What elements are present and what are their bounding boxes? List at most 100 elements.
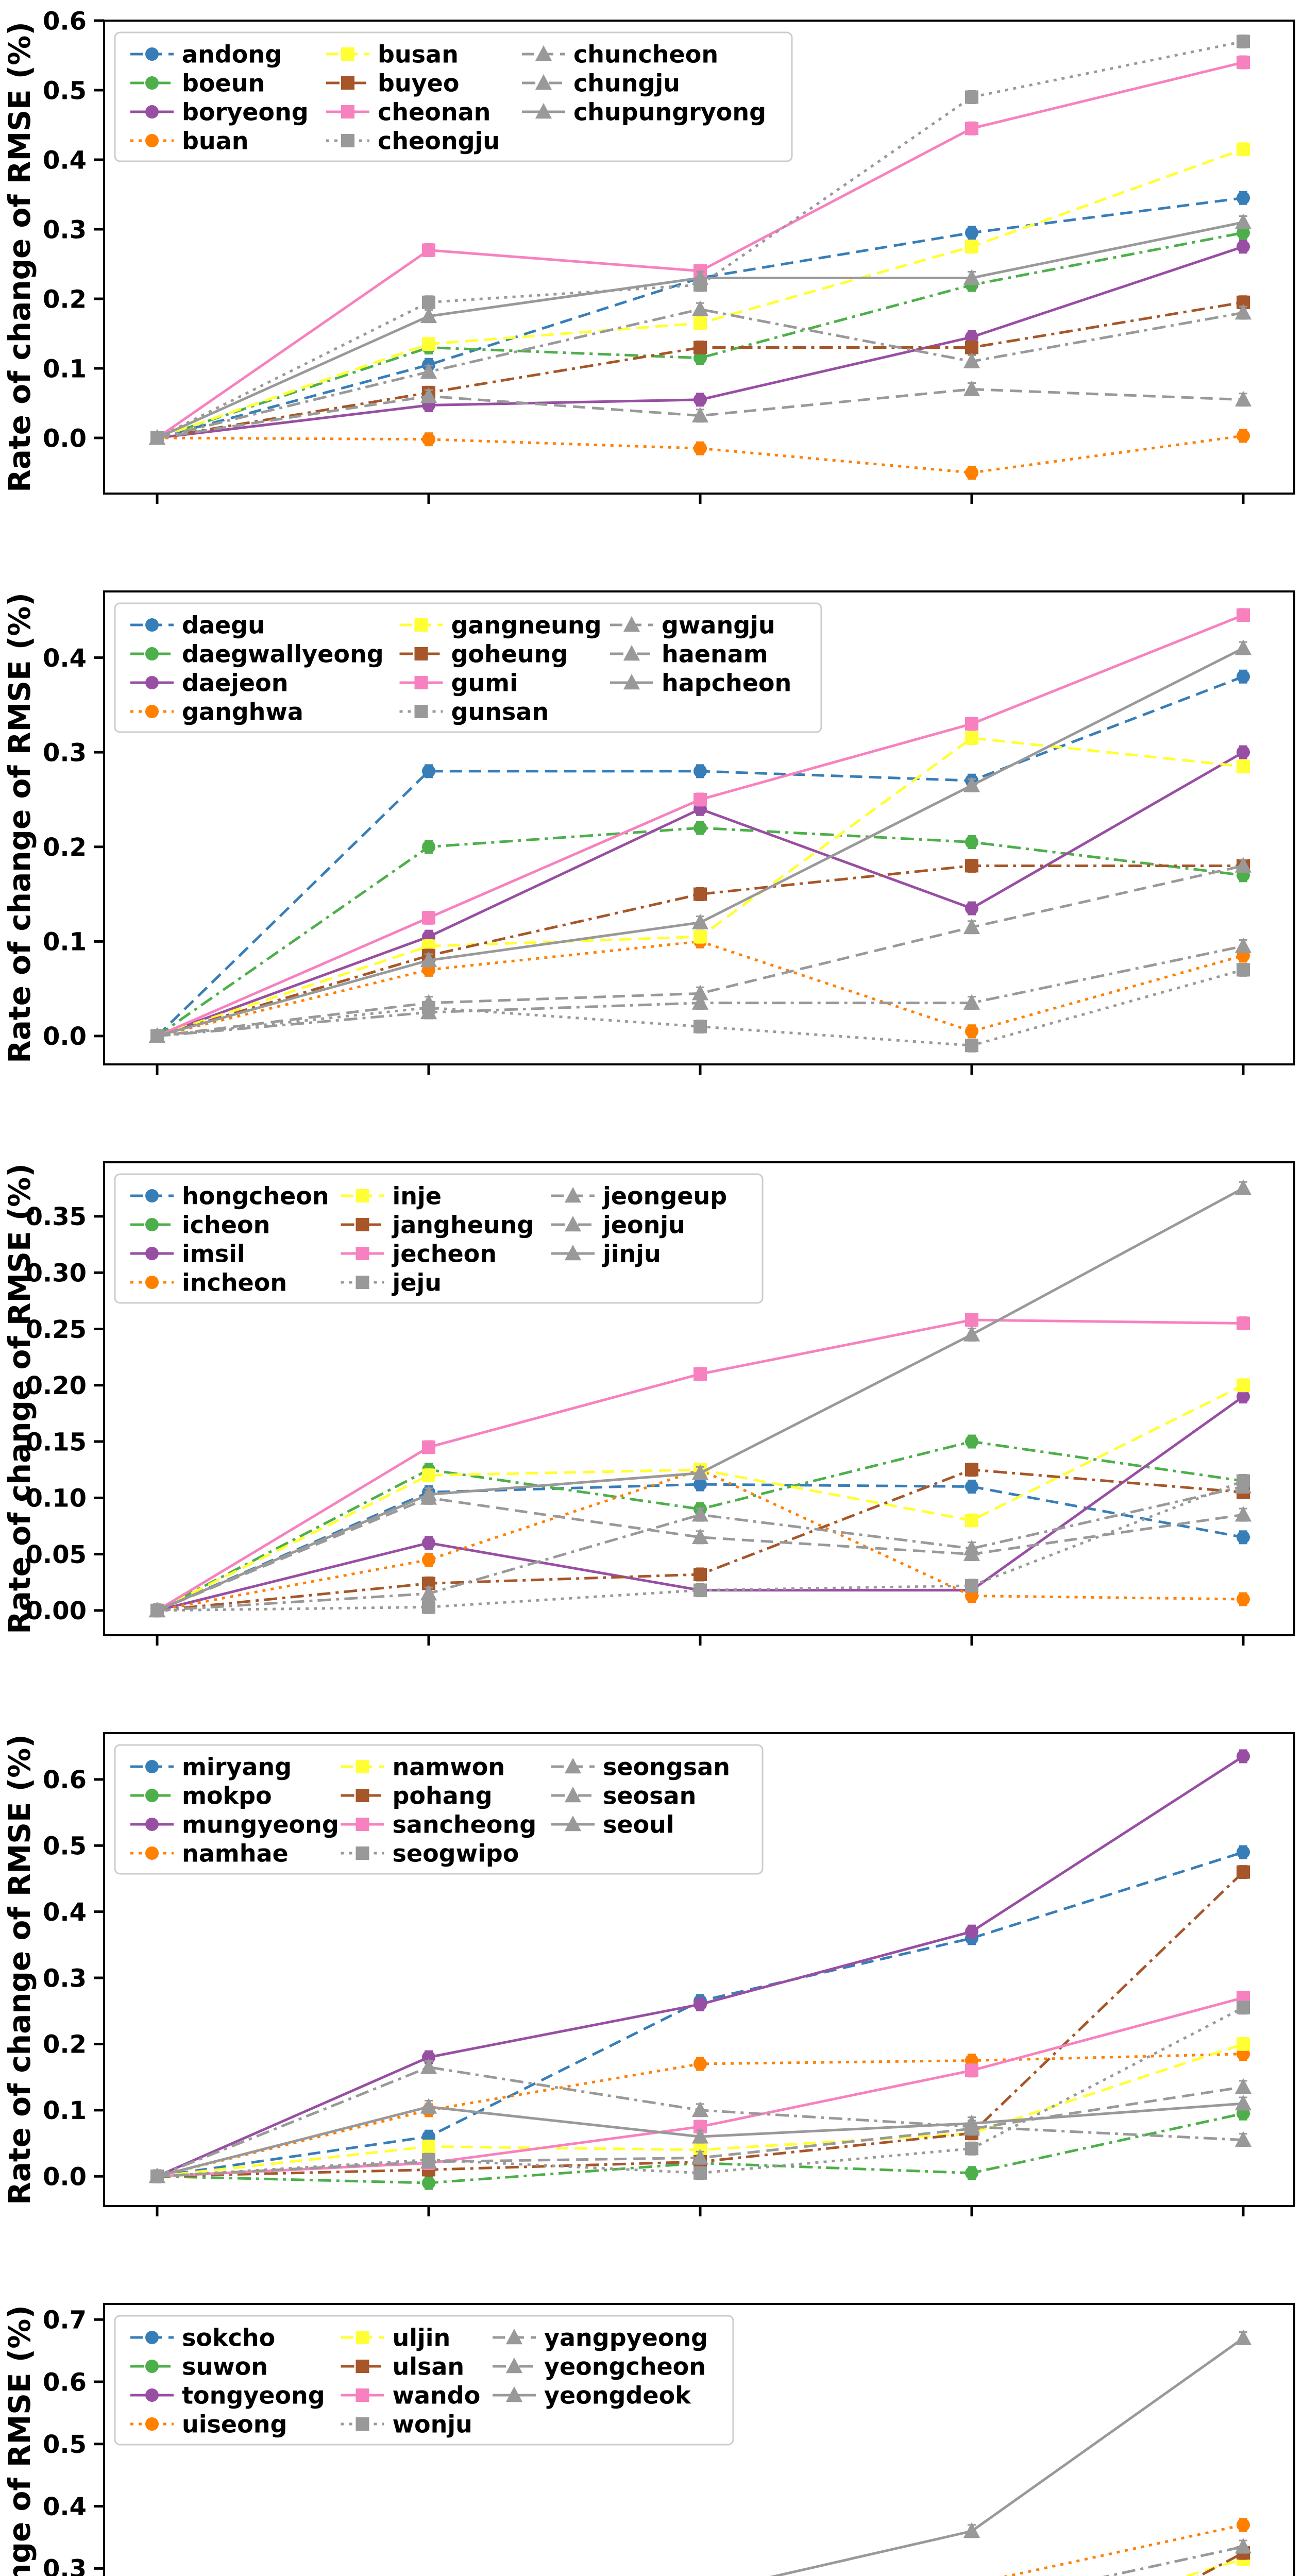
series-line-uiseong [1002,2523,1244,2576]
data-point-haenam [420,1004,437,1020]
data-point-jeonju [963,1539,980,1555]
data-point-seogwipo [965,2142,978,2156]
data-point-busan [422,337,435,351]
data-point-gumi [965,717,978,731]
data-point-daegwallyeong [965,835,978,849]
data-point-goheung [965,859,978,873]
legend-label-namwon: namwon [393,1753,505,1781]
data-point-jecheon [1237,1316,1250,1330]
data-point-chupungryong [148,429,166,445]
data-point-miryang [1237,1845,1250,1859]
data-point-hapcheon [148,1027,166,1043]
data-point-sancheong [965,2063,978,2077]
legend-label-imsil: imsil [182,1240,245,1268]
y-axis-label: Rate of change of RMSE (%) [2,1734,37,2205]
data-point-daegu [693,764,707,778]
data-point-namhae [693,2057,707,2071]
legend-marker-andong [145,47,159,61]
data-point-hongcheon [1237,1530,1250,1544]
data-point-boryeong [693,393,707,406]
legend-marker-hapcheon [623,674,640,690]
legend-label-jangheung: jangheung [392,1211,534,1239]
legend-label-gangneung: gangneung [451,612,602,639]
legend-label-seosan: seosan [603,1782,696,1810]
series-markers-ulsan [1237,2546,1250,2560]
data-point-goheung [693,887,707,901]
legend-label-buyeo: buyeo [378,70,459,97]
data-point-jeju [693,1583,707,1597]
data-point-pohang [1237,1865,1250,1879]
legend-marker-yeongdeok [505,2386,523,2402]
data-point-gangneung [965,731,978,745]
data-point-imsil [422,1536,435,1550]
data-point-chungju [963,352,980,368]
series-markers-namwon [150,2037,1250,2183]
data-point-boeun [693,351,707,365]
legend-marker-seoul [564,1816,582,1832]
data-point-ganghwa [965,1024,978,1038]
legend-marker-inje [356,1189,369,1202]
data-point-mungyeong [965,1925,978,1939]
legend-label-seogwipo: seogwipo [393,1840,519,1868]
y-tick-label: 0.4 [43,2493,87,2521]
data-point-chupungryong [1234,213,1252,229]
data-point-jeongeup [691,1528,709,1545]
series-markers-buan [150,429,1250,480]
legend-marker-miryang [145,1760,159,1773]
legend-label-cheongju: cheongju [378,127,500,155]
legend-marker-namwon [356,1760,369,1773]
data-point-haenam [691,994,709,1010]
legend-marker-ulsan [356,2360,369,2373]
legend-label-namhae: namhae [182,1840,289,1868]
y-tick-label: 0.2 [43,285,87,314]
data-point-incheon [1237,1592,1250,1606]
legend-marker-suwon [145,2360,159,2373]
data-point-gumi [693,792,707,806]
data-point-daegu [422,764,435,778]
y-tick-label: 0.3 [43,738,87,767]
y-tick-label: 0.35 [26,1202,87,1231]
data-point-jeju [965,1579,978,1592]
series-markers-chupungryong [148,213,1252,445]
legend-label-pohang: pohang [393,1782,493,1810]
data-point-jecheon [965,1313,978,1327]
data-point-gwangju [420,994,437,1010]
y-tick-label: 0.7 [43,2306,87,2334]
data-point-cheonan [422,243,435,257]
data-point-seongsan [420,2153,437,2169]
y-tick-label: 0.10 [26,1484,87,1513]
data-point-chupungryong [963,269,980,285]
legend-box [114,602,822,733]
y-tick-label: 0.25 [26,1315,87,1344]
legend-label-uiseong: uiseong [182,2411,287,2438]
legend-marker-sancheong [356,1818,369,1831]
series-line-ulsan [1196,2551,1244,2576]
legend-label-wando: wando [393,2382,481,2410]
data-point-seogwipo [693,2166,707,2180]
legend-marker-seogwipo [356,1846,369,1860]
y-axis-label: Rate of change of RMSE (%) [2,592,37,1063]
legend-marker-jeongeup [564,1187,582,1203]
chart-5: 0.00.10.20.30.40.50.60.7491131693531001R… [2,2303,1295,2576]
data-point-seoul [691,2128,709,2144]
series-markers-uiseong [1237,2518,1250,2532]
legend-marker-gunsan [414,705,428,718]
data-point-gunsan [965,1039,978,1053]
data-point-gwangju [691,985,709,1001]
legend-marker-mungyeong [145,1818,159,1831]
y-tick-label: 0.30 [26,1259,87,1287]
series-line-boeun [157,231,1244,439]
legend-label-yangpyeong: yangpyeong [544,2324,708,2352]
data-point-seongsan [1234,2078,1252,2094]
data-point-daejeon [1237,745,1250,759]
legend-label-tongyeong: tongyeong [182,2382,325,2410]
legend-label-busan: busan [378,41,459,69]
data-point-jinju [963,1326,980,1342]
legend-marker-buyeo [341,76,354,90]
data-point-cheongju [1237,35,1250,48]
data-point-chupungryong [691,269,709,285]
data-point-jinju [1234,1179,1252,1195]
legend-label-andong: andong [182,41,282,69]
y-tick-label: 0.6 [43,1766,87,1794]
data-point-daegwallyeong [422,840,435,854]
